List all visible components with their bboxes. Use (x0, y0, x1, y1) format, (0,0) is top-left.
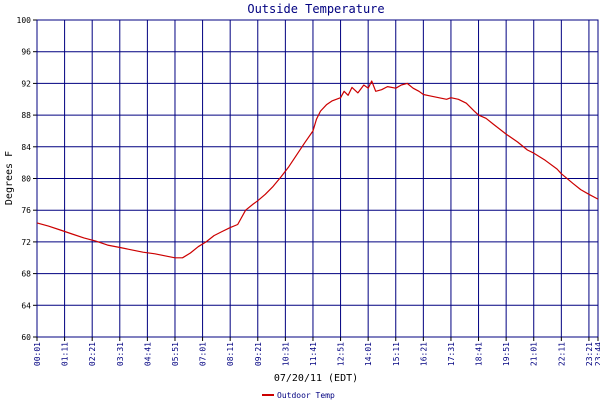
x-tick-label: 16:21 (419, 342, 428, 366)
y-tick-label: 68 (21, 270, 31, 279)
x-tick-label: 15:11 (392, 342, 401, 366)
x-tick-label: 05:51 (171, 342, 180, 366)
x-tick-label: 22:11 (557, 342, 566, 366)
y-axis-label: Degrees F (4, 151, 15, 205)
x-tick-label: 09:21 (254, 342, 263, 366)
y-tick-label: 60 (21, 333, 31, 342)
y-tick-label: 76 (21, 206, 31, 215)
y-tick-label: 80 (21, 175, 31, 184)
x-tick-label: 23:44 (594, 342, 600, 366)
grid (33, 19, 599, 341)
x-tick-label: 07:01 (199, 342, 208, 366)
x-tick-label: 21:01 (530, 342, 539, 366)
x-tick-label: 10:31 (281, 342, 290, 366)
x-tick-label: 12:51 (337, 342, 346, 366)
legend-label: Outdoor Temp (277, 391, 335, 400)
y-tick-label: 96 (21, 48, 31, 57)
y-tick-label: 84 (21, 143, 31, 152)
x-tick-label: 19:51 (502, 342, 511, 366)
x-tick-label: 01:11 (61, 342, 70, 366)
y-tick-label: 88 (21, 111, 31, 120)
y-tick-label: 72 (21, 238, 31, 247)
y-tick-label: 64 (21, 301, 31, 310)
chart-title: Outside Temperature (247, 2, 384, 16)
x-tick-label: 08:11 (226, 342, 235, 366)
y-tick-label: 92 (21, 79, 31, 88)
x-tick-label: 14:01 (364, 342, 373, 366)
series-group (36, 80, 599, 259)
x-tick-label: 03:31 (116, 342, 125, 366)
x-tick-label: 18:41 (475, 342, 484, 366)
y-tick-labels: 60 64 68 72 76 80 84 88 92 96 100 (17, 16, 32, 342)
x-tick-label: 04:41 (143, 342, 152, 366)
legend: Outdoor Temp (262, 391, 335, 400)
x-tick-label: 17:31 (447, 342, 456, 366)
x-tick-label: 02:21 (88, 342, 97, 366)
x-tick-label: 00:01 (33, 342, 42, 366)
x-tick-label: 11:41 (309, 342, 318, 366)
series-line-outdoor-temp (36, 80, 599, 259)
x-tick-label: 23:21 (585, 342, 594, 366)
y-tick-label: 100 (17, 16, 32, 25)
x-tick-labels: 00:01 01:11 02:21 03:31 04:41 05:51 07:01 08:11… (33, 342, 600, 366)
x-axis-label: 07/20/11 (EDT) (274, 373, 358, 384)
